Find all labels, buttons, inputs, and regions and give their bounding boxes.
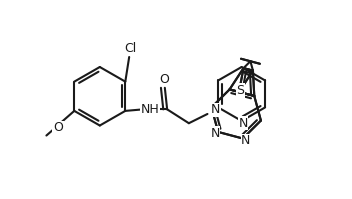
- Text: O: O: [159, 73, 169, 86]
- Text: Cl: Cl: [124, 42, 136, 55]
- Text: NH: NH: [141, 103, 159, 116]
- Text: S: S: [210, 104, 219, 117]
- Text: N: N: [239, 117, 248, 130]
- Text: O: O: [53, 121, 63, 134]
- Text: N: N: [210, 127, 220, 140]
- Text: N: N: [211, 103, 220, 116]
- Text: N: N: [241, 134, 251, 147]
- Text: S: S: [237, 84, 245, 97]
